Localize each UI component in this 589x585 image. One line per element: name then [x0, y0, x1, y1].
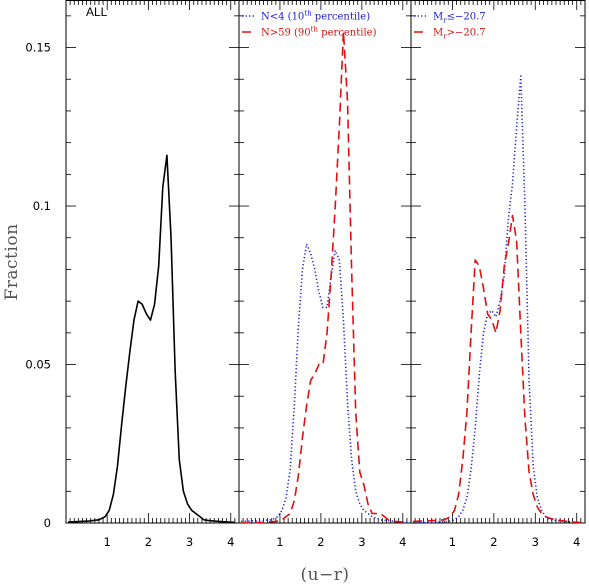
x-tick-label: 2	[317, 535, 324, 549]
x-tick-label: 1	[276, 535, 283, 549]
series-line-3-1	[413, 75, 581, 524]
series-line-2-1	[241, 243, 407, 524]
panel-frames	[65, 0, 586, 524]
panel-frame-2	[238, 0, 412, 524]
x-tick-label: 3	[532, 535, 539, 549]
x-tick-label: 2	[490, 535, 497, 549]
x-tick-label: 1	[449, 535, 456, 549]
x-axis-title: (u−r)	[300, 565, 349, 585]
series-line-1-1	[68, 154, 235, 524]
panel-frame-1	[65, 0, 240, 524]
legend-label-3-2: Mr>−20.7	[433, 28, 486, 41]
x-tick-label: 3	[186, 535, 193, 549]
x-tick-label: 4	[399, 535, 406, 549]
y-tick-label: 0	[44, 516, 51, 530]
x-tick-label: 4	[573, 535, 580, 549]
y-tick-label: 0.15	[25, 41, 51, 55]
axis-ticks	[66, 0, 585, 523]
x-tick-label: 1	[104, 535, 111, 549]
legend-label-2-2: N>59 (90th percentile)	[261, 26, 377, 39]
legend-label-3-1: Mr≤−20.7	[433, 12, 486, 25]
y-tick-label: 0.05	[25, 358, 51, 372]
x-tick-label: 4	[227, 535, 234, 549]
y-tick-label: 0.1	[33, 199, 51, 213]
panel-frame-3	[410, 0, 586, 524]
legends: N<4 (10th percentile) N>59 (90th percenti…	[242, 10, 486, 41]
series-line-2-2	[241, 30, 407, 524]
data-curves	[68, 30, 581, 524]
tick-labels: 1 2 3 4 0 0.05 0.1 0.15 1 2 3 4 1 2 3 4	[25, 41, 580, 549]
x-tick-label: 2	[145, 535, 152, 549]
x-tick-label: 3	[358, 535, 365, 549]
legend-label-2-1: N<4 (10th percentile)	[261, 10, 370, 23]
panel-title-all: ALL	[86, 5, 108, 19]
series-line-3-2	[413, 214, 581, 524]
y-axis-title: Fraction	[2, 223, 22, 300]
